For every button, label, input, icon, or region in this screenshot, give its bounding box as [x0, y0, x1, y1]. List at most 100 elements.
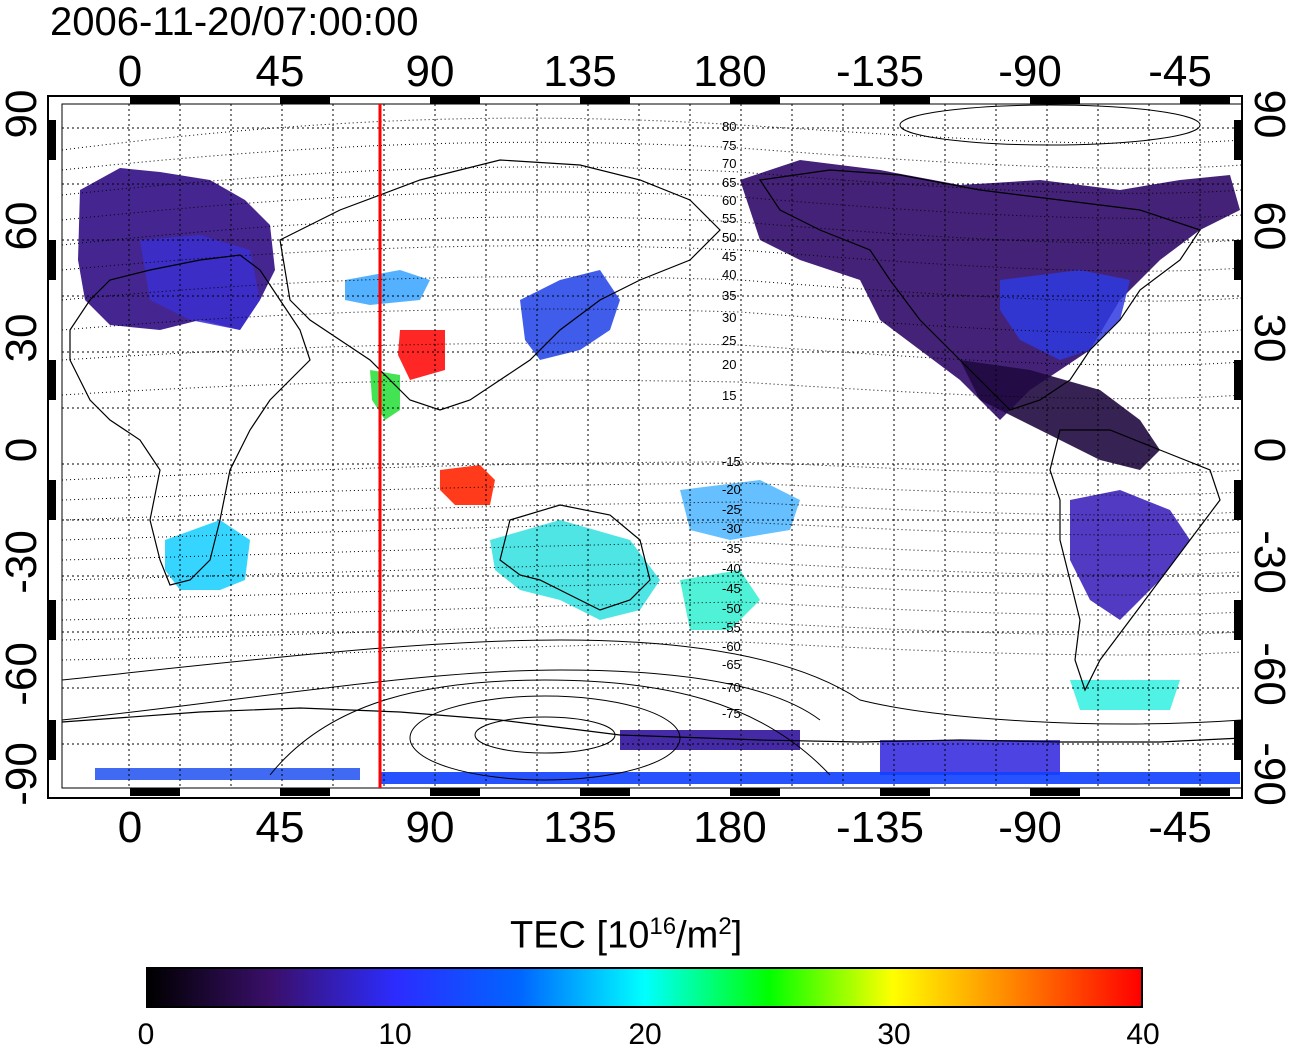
coast-antarctica: [61, 707, 1243, 743]
bottom-longitude-labels: 0 45 90 135 180 -135 -90 -45: [118, 803, 1212, 852]
contour-label: 25: [722, 333, 736, 348]
tec-patch-central-america: [960, 360, 1160, 470]
left-lat-label: -30: [0, 530, 46, 594]
contour-label: 20: [722, 357, 736, 372]
colorbar-tick-label: 40: [1126, 1018, 1160, 1051]
contour-label: -75: [722, 706, 741, 721]
tec-patch-antarctic-peninsula: [1070, 680, 1180, 710]
tec-patch-pacific: [680, 480, 800, 540]
contour-label: 65: [722, 175, 736, 190]
contour-label: -40: [722, 561, 741, 576]
colorbar-gradient: [146, 967, 1143, 1008]
bottom-lon-label: 90: [406, 803, 455, 852]
bottom-lon-label: 0: [118, 803, 142, 852]
bottom-lon-label: -135: [836, 803, 924, 852]
tec-patch-south-pole-strip: [95, 768, 360, 780]
contour-labels: 80 75 70 65 60 55 50 45 40 35 30 25 20 1…: [722, 119, 741, 721]
colorbar-tick-label: 30: [877, 1018, 911, 1051]
tec-patch-south-pole-strip-east: [380, 772, 1240, 784]
colorbar-tick-label: 10: [378, 1018, 412, 1051]
contour-label: 75: [722, 138, 736, 153]
contour-label: -65: [722, 657, 741, 672]
top-longitude-labels: 0 45 90 135 180 -135 -90 -45: [118, 47, 1212, 96]
top-lon-label: 135: [543, 47, 616, 96]
left-lat-label: -60: [0, 642, 46, 706]
top-lon-label: -135: [836, 47, 924, 96]
right-lat-label: 0: [1245, 438, 1292, 462]
bottom-lon-label: -90: [998, 803, 1062, 852]
tec-patch-north-america-blue: [1000, 270, 1130, 360]
contour-label: -20: [722, 482, 741, 497]
left-lat-label: 60: [0, 202, 46, 251]
contour-label: -30: [722, 521, 741, 536]
coast-north-america: [758, 169, 1201, 411]
top-lon-label: -45: [1148, 47, 1212, 96]
right-lat-label: 90: [1245, 90, 1292, 139]
tec-patch-east-asia: [520, 270, 620, 360]
colorbar-tick-label: 0: [137, 1018, 155, 1051]
magnetic-contours: [61, 117, 1243, 661]
contour-label: -15: [722, 454, 741, 469]
axis-tick-marks: [48, 96, 1242, 796]
contour-label: -70: [722, 680, 741, 695]
tec-patch-india: [398, 330, 445, 380]
tec-patch-europe-blue: [140, 235, 260, 330]
right-lat-label: 60: [1245, 202, 1292, 251]
bottom-lon-label: 180: [693, 803, 766, 852]
contour-label: 55: [722, 211, 736, 226]
bottom-lon-label: -45: [1148, 803, 1212, 852]
top-lon-label: 90: [406, 47, 455, 96]
contour-label: -25: [722, 502, 741, 517]
colorbar-title-main: TEC [10: [510, 914, 650, 957]
coast-south-america: [1049, 429, 1221, 692]
contour-label: -55: [722, 620, 741, 635]
colorbar-title-unit-exponent: 2: [718, 913, 732, 940]
contour-label: 35: [722, 288, 736, 303]
contour-label: 70: [722, 156, 736, 171]
contour-label: 80: [722, 119, 736, 134]
colorbar-tick-label: 20: [628, 1018, 662, 1051]
coastlines: [61, 159, 1243, 743]
contour-label: 60: [722, 193, 736, 208]
tec-patch-indonesia: [440, 465, 495, 505]
top-lon-label: 45: [256, 47, 305, 96]
contour-label: 40: [722, 267, 736, 282]
tec-patch-antarctic-ring: [620, 730, 800, 750]
right-lat-label: -60: [1245, 642, 1292, 706]
left-lat-label: 30: [0, 314, 46, 363]
contour-label: 15: [722, 388, 736, 403]
grid-lines: [62, 104, 1242, 788]
top-lon-label: 180: [693, 47, 766, 96]
timestamp-title: 2006-11-20/07:00:00: [50, 0, 419, 44]
tec-patch-south-africa: [165, 520, 250, 590]
contour-label: -35: [722, 541, 741, 556]
right-lat-label: -30: [1245, 530, 1292, 594]
left-lat-label: 90: [0, 90, 46, 139]
right-lat-label: -90: [1245, 742, 1292, 806]
coast-australia: [499, 504, 651, 611]
tec-patch-antarctic-east: [880, 740, 1060, 775]
bottom-lon-label: 45: [256, 803, 305, 852]
contour-label: 50: [722, 230, 736, 245]
map-inner-frame: [61, 103, 1243, 789]
contour-label: -45: [722, 581, 741, 596]
colorbar-title-unit: /m: [676, 914, 719, 957]
left-lat-label: -90: [0, 742, 46, 806]
contour-label: 30: [722, 310, 736, 325]
colorbar-title-end: ]: [731, 914, 743, 957]
right-lat-label: 30: [1245, 314, 1292, 363]
contour-label: -50: [722, 601, 741, 616]
colorbar-title-exponent: 16: [649, 913, 677, 940]
right-latitude-labels: 90 60 30 0 -30 -60 -90: [1245, 90, 1292, 806]
contour-label: -60: [722, 639, 741, 654]
tec-patch-north-america: [740, 160, 1240, 420]
top-lon-label: 0: [118, 47, 142, 96]
contour-label: 45: [722, 249, 736, 264]
tec-patch-new-zealand: [680, 570, 760, 630]
tec-patch-australia: [490, 520, 660, 620]
left-lat-label: 0: [0, 438, 46, 462]
colorbar-title: TEC [1016/m2]: [510, 905, 742, 958]
left-latitude-labels: 90 60 30 0 -30 -60 -90: [0, 90, 46, 806]
coast-europe-africa: [69, 254, 311, 586]
